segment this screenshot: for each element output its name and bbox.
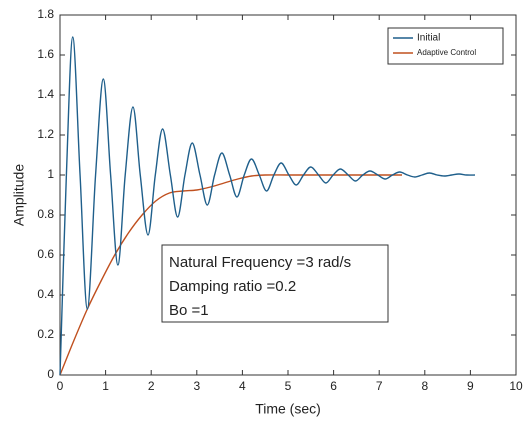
x-tick-label: 8 bbox=[421, 379, 428, 393]
x-tick-label: 2 bbox=[148, 379, 155, 393]
legend-label: Adaptive Control bbox=[417, 48, 476, 57]
y-tick-label: 1.4 bbox=[37, 87, 54, 101]
y-tick-label: 1.8 bbox=[37, 7, 54, 21]
x-tick-label: 6 bbox=[330, 379, 337, 393]
x-tick-label: 1 bbox=[102, 379, 109, 393]
x-tick-label: 9 bbox=[467, 379, 474, 393]
line-series bbox=[59, 174, 402, 376]
x-axis-label: Time (sec) bbox=[255, 401, 321, 417]
y-tick-label: 1.6 bbox=[37, 47, 54, 61]
y-tick-label: 0.4 bbox=[37, 287, 54, 301]
y-tick-label: 0.6 bbox=[37, 247, 54, 261]
y-tick-label: 0.8 bbox=[37, 207, 54, 221]
x-tick-label: 0 bbox=[57, 379, 64, 393]
y-tick-label: 1 bbox=[47, 167, 54, 181]
y-tick-label: 1.2 bbox=[37, 127, 54, 141]
legend-box bbox=[387, 27, 504, 65]
y-tick-label: 0 bbox=[47, 367, 54, 381]
x-tick-label: 4 bbox=[239, 379, 246, 393]
annotation-box bbox=[161, 244, 389, 323]
annotation: Bo =1 bbox=[169, 302, 209, 319]
annotation: Damping ratio =0.2 bbox=[169, 278, 296, 295]
x-tick-label: 3 bbox=[193, 379, 200, 393]
x-tick-label: 10 bbox=[509, 379, 523, 393]
x-tick-label: 7 bbox=[376, 379, 383, 393]
y-tick-label: 0.2 bbox=[37, 327, 54, 341]
x-tick-label: 5 bbox=[285, 379, 292, 393]
annotation: Natural Frequency =3 rad/s bbox=[169, 254, 351, 271]
legend-label: Initial bbox=[417, 33, 440, 44]
line-series bbox=[59, 36, 475, 376]
y-axis-label: Amplitude bbox=[11, 164, 27, 226]
